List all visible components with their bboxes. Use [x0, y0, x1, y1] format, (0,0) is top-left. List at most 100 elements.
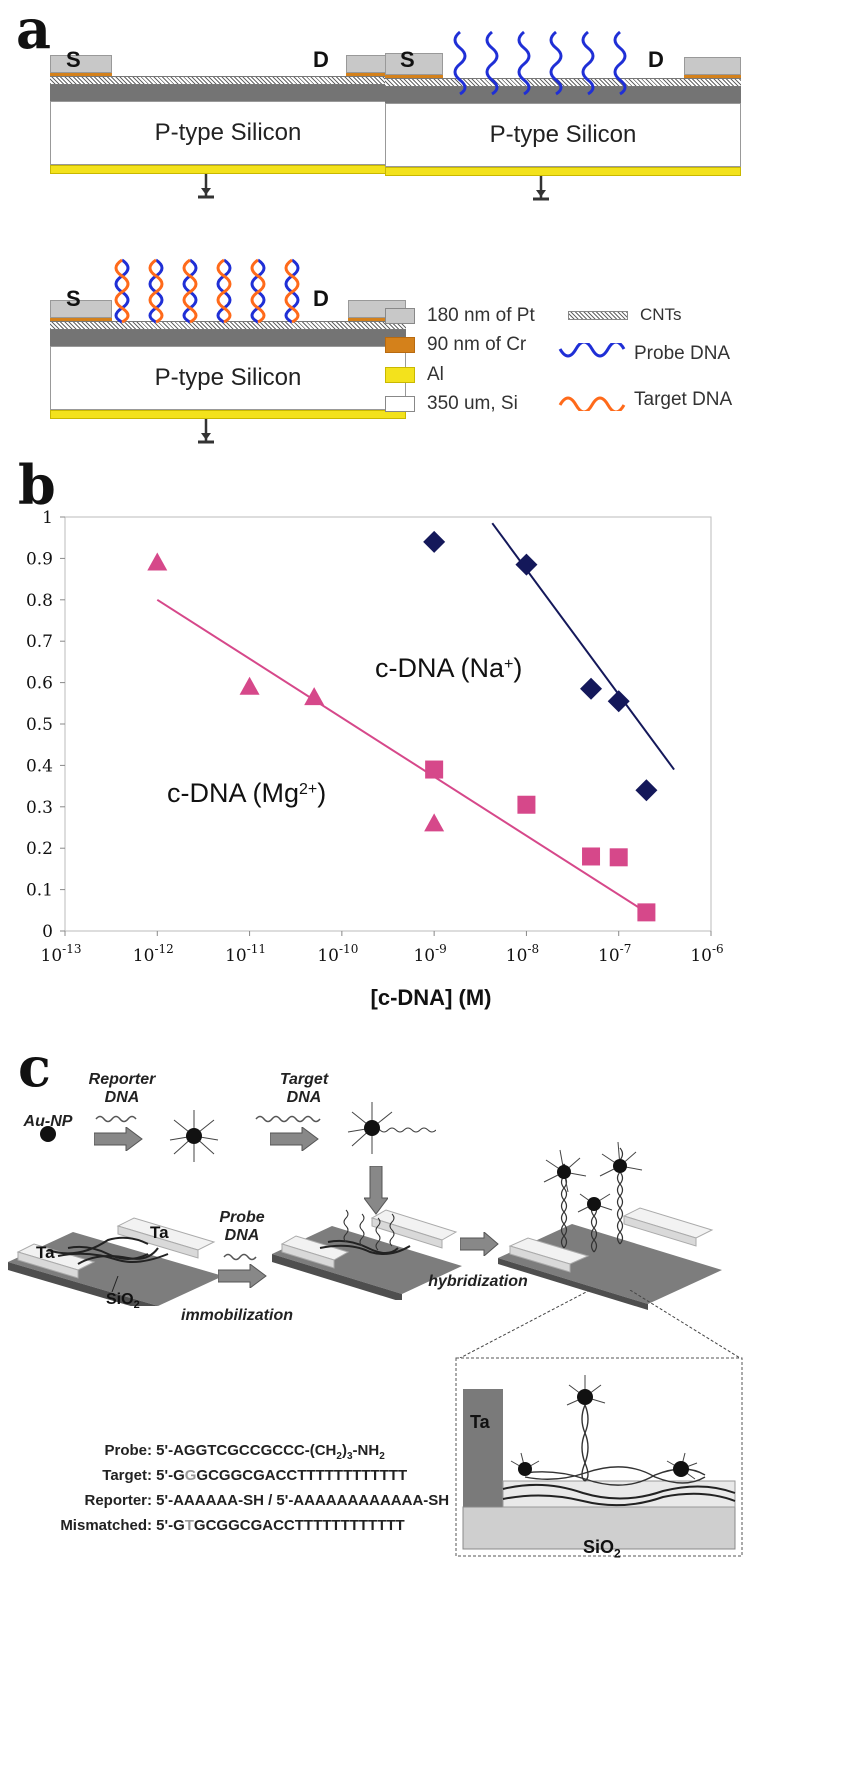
- sequence-target: Target: 5'-GGGCGGCGACCTTTTTTTTTTTT: [102, 1467, 408, 1484]
- y-tick-label: 0.4: [26, 756, 53, 776]
- substrate-label: P-type Silicon: [50, 346, 406, 410]
- y-tick-label: 0: [42, 922, 53, 942]
- panel-label-a: a: [16, 0, 51, 61]
- inset-detail: [455, 1357, 743, 1557]
- substrate-label: P-type Silicon: [385, 103, 741, 167]
- x-tick-label: 10-10: [317, 942, 358, 966]
- x-tick-label: 10-8: [506, 942, 539, 966]
- data-point-diamond: [635, 779, 658, 802]
- x-tick-label: 10-9: [413, 942, 446, 966]
- au-np-reporter-icon: [169, 1110, 219, 1162]
- au-np-hybrid-icon: [347, 1102, 436, 1154]
- y-tick-label: 0.5: [26, 715, 53, 735]
- y-tick-label: 0.3: [26, 798, 53, 818]
- sequence-reporter: Reporter: 5'-AAAAAA-SH / 5'-AAAAAAAAAAAA…: [84, 1492, 450, 1509]
- legend-target: Target DNA: [558, 389, 732, 411]
- data-point-triangle: [147, 552, 168, 571]
- data-point-square: [637, 903, 656, 922]
- reporter-dna-label: Reporter DNA: [88, 1071, 156, 1107]
- zoom-lines: [459, 1290, 741, 1359]
- sequence-probe: Probe: 5'-AGGTCGCCGCCC-(CH2)3-NH2: [104, 1442, 385, 1462]
- y-tick-label: 0.6: [26, 674, 53, 694]
- source-label: S: [66, 47, 81, 72]
- inset-sio2-label: SiO2: [583, 1537, 621, 1561]
- drain-label: D: [313, 47, 329, 72]
- drain-label: D: [648, 47, 664, 72]
- target-dna-icon: [558, 396, 626, 411]
- data-point-square: [582, 847, 601, 866]
- reporter-dna-icon: [95, 1115, 137, 1123]
- legend-cr: 90 nm of Cr: [385, 334, 526, 356]
- source-label: S: [66, 286, 81, 311]
- plot-frame: [64, 516, 712, 932]
- series-label-mg: c-DNA (Mg2+): [167, 778, 326, 808]
- data-point-square: [425, 760, 444, 779]
- x-axis-label: [c-DNA] (M): [371, 985, 492, 1010]
- al-layer: [50, 165, 406, 174]
- data-point-triangle: [304, 687, 325, 706]
- probe-dna-icon: [223, 1253, 257, 1261]
- arrow-right-icon: [218, 1264, 267, 1288]
- oxide-layer: [50, 85, 406, 101]
- y-tick-label: 0.8: [26, 591, 53, 611]
- fit-line: [156, 598, 647, 914]
- arrow-right-icon: [460, 1232, 499, 1256]
- dsdna-strands: [114, 258, 300, 324]
- data-point-diamond: [580, 677, 603, 700]
- arrow-right-icon: [94, 1127, 143, 1151]
- sequence-mismatched: Mismatched: 5'-GTGCGGCGACCTTTTTTTTTTTT: [60, 1517, 405, 1534]
- x-tick-label: 10-7: [598, 942, 631, 966]
- substrate-label: P-type Silicon: [50, 101, 406, 165]
- cr-layer: [346, 73, 406, 78]
- x-tick-label: 10-6: [690, 942, 723, 966]
- y-tick-label: 1: [42, 508, 53, 528]
- ta-label-right: Ta: [150, 1223, 169, 1242]
- y-tick-label: 0.2: [26, 839, 53, 859]
- arrow-right-icon: [270, 1127, 319, 1151]
- probe-dna-strands: [453, 30, 627, 96]
- data-point-triangle: [424, 813, 445, 832]
- device-bare: P-type Silicon: [50, 55, 406, 205]
- series-label-na: c-DNA (Na+): [375, 653, 522, 683]
- data-point-diamond: [423, 530, 446, 553]
- target-dna-icon: [255, 1115, 321, 1123]
- ground-icon: [198, 419, 214, 444]
- cnt-layer: [50, 76, 406, 85]
- data-point-diamond: [607, 690, 630, 713]
- ta-label-left: Ta: [36, 1243, 55, 1262]
- source-label: S: [400, 47, 415, 72]
- concentration-chart: 0 0.1 0.2 0.3 0.4 0.5 0.6 0.7 0.8 0.9 1 10-13 10-12…: [26, 508, 724, 1010]
- x-tick-label: 10-12: [133, 942, 174, 966]
- au-np-label: Au-NP: [23, 1113, 73, 1130]
- device-probe-c: [272, 1209, 462, 1300]
- x-tick-label: 10-11: [225, 942, 266, 966]
- legend-al: Al: [385, 364, 444, 386]
- data-point-square: [517, 795, 536, 814]
- device-bare-c: [8, 1217, 223, 1306]
- target-dna-label: Target DNA: [279, 1071, 329, 1107]
- y-tick-label: 0.1: [26, 881, 53, 901]
- pointer-line: [111, 1276, 119, 1293]
- panel-label-c: c: [18, 1035, 51, 1099]
- data-point-diamond: [515, 553, 538, 576]
- legend-probe: Probe DNA: [558, 343, 730, 365]
- panel-label-b: b: [18, 453, 56, 517]
- y-tick-label: 0.9: [26, 549, 53, 569]
- legend-pt: 180 nm of Pt: [385, 305, 535, 327]
- x-tick-label: 10-13: [41, 942, 82, 966]
- ground-icon: [533, 176, 549, 201]
- source-electrode: [50, 55, 112, 73]
- probe-dna-label: Probe DNA: [219, 1209, 265, 1245]
- ground-icon: [198, 174, 214, 199]
- sio2-label: SiO2: [106, 1291, 140, 1312]
- hybridization-label: hybridization: [428, 1273, 528, 1290]
- immobilization-label: immobilization: [181, 1307, 293, 1324]
- data-point-triangle: [239, 676, 260, 695]
- drain-label: D: [313, 286, 329, 311]
- inset-ta-label: Ta: [470, 1412, 490, 1432]
- cr-layer: [50, 73, 112, 78]
- au-np-icon: [40, 1126, 56, 1142]
- legend-si: 350 um, Si: [385, 393, 518, 415]
- probe-dna-icon: [558, 343, 626, 358]
- device-hybridized: P-type Silicon: [50, 300, 406, 450]
